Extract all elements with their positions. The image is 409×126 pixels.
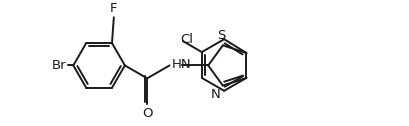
Text: F: F <box>110 2 117 15</box>
Text: S: S <box>216 29 225 42</box>
Text: Br: Br <box>51 59 66 72</box>
Text: HN: HN <box>171 58 191 71</box>
Text: O: O <box>142 107 152 120</box>
Text: Cl: Cl <box>180 33 193 46</box>
Text: N: N <box>210 88 220 101</box>
